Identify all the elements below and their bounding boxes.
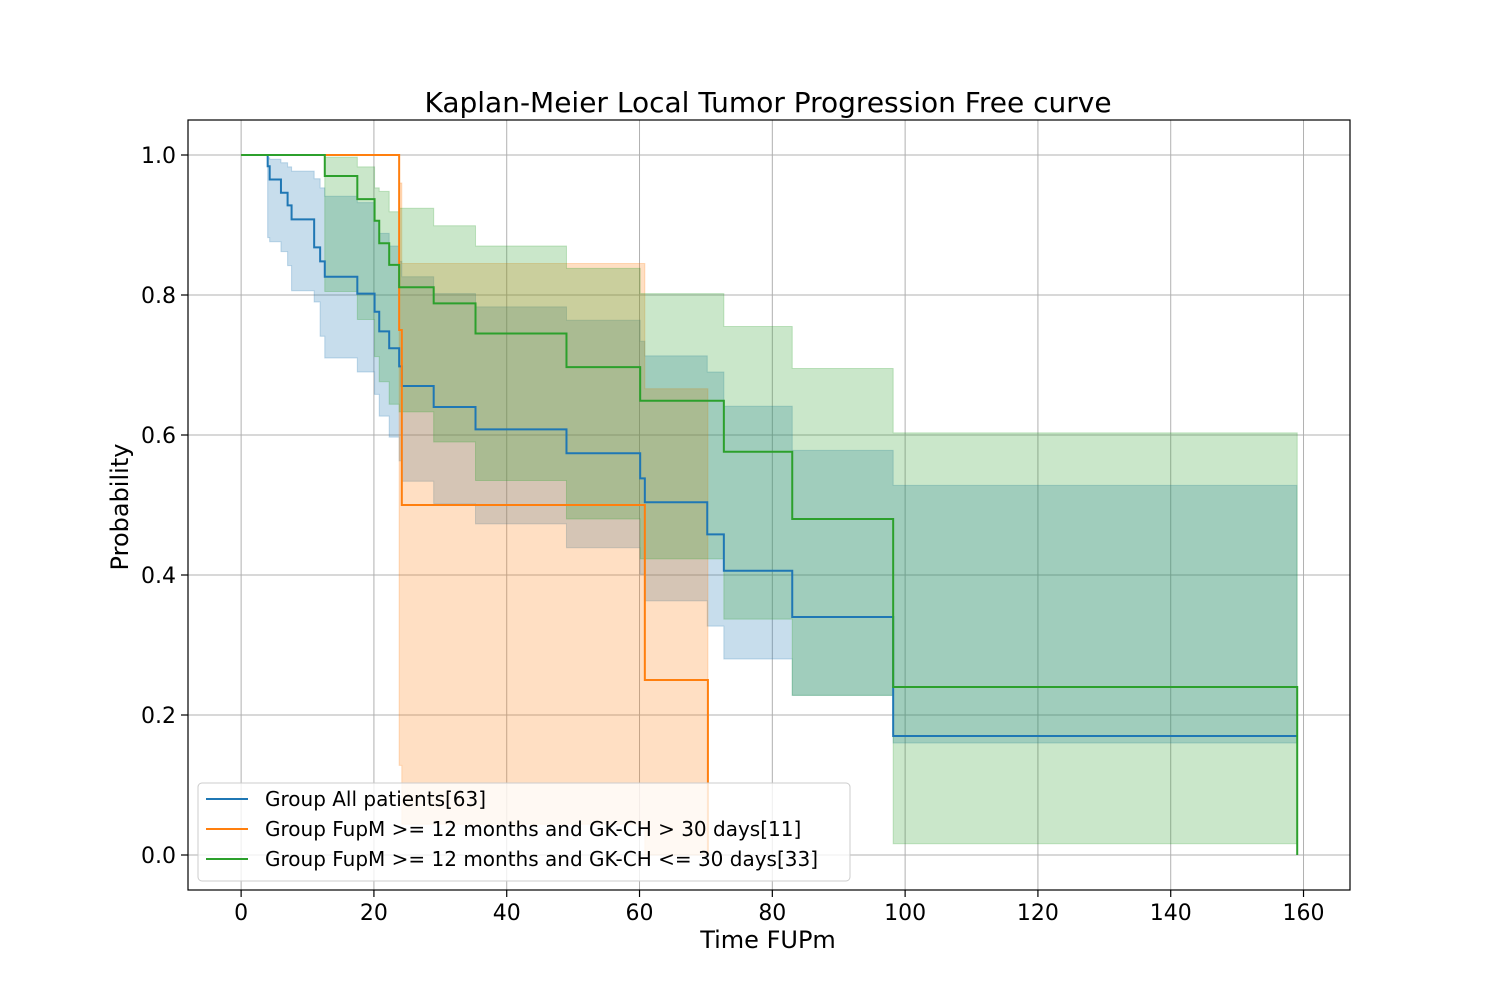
y-tick-label: 0.4 bbox=[141, 564, 176, 589]
ci-band-series-2 bbox=[241, 154, 1298, 855]
x-tick-label: 60 bbox=[626, 901, 654, 926]
survival-line-series-1 bbox=[241, 154, 709, 855]
x-tick-label: 140 bbox=[1150, 901, 1192, 926]
x-tick-label: 80 bbox=[758, 901, 786, 926]
y-tick-label: 0.6 bbox=[141, 424, 176, 449]
x-tick-label: 100 bbox=[884, 901, 926, 926]
x-axis-ticks: 0 20 40 60 80 100 120 140 160 bbox=[234, 890, 1325, 926]
y-tick-label: 0.2 bbox=[141, 704, 176, 729]
x-tick-label: 120 bbox=[1017, 901, 1059, 926]
x-axis-label: Time FUPm bbox=[699, 926, 836, 954]
y-axis-label: Probability bbox=[106, 444, 134, 571]
survival-lines bbox=[241, 154, 1299, 855]
x-tick-label: 160 bbox=[1283, 901, 1325, 926]
ci-band-series-0 bbox=[241, 154, 1298, 744]
survival-line-series-0 bbox=[241, 154, 1297, 737]
legend: Group All patients[63] Group FupM >= 12 m… bbox=[197, 782, 851, 882]
legend-box bbox=[197, 782, 851, 882]
plot-frame bbox=[187, 119, 1351, 891]
legend-label: Group All patients[63] bbox=[265, 787, 486, 811]
y-tick-label: 0.8 bbox=[141, 284, 176, 309]
y-axis-ticks: 0.0 0.2 0.4 0.6 0.8 1.0 bbox=[141, 144, 188, 869]
survival-line-series-2 bbox=[241, 154, 1299, 855]
legend-label: Group FupM >= 12 months and GK-CH > 30 d… bbox=[265, 817, 801, 841]
chart-title: Kaplan-Meier Local Tumor Progression Fre… bbox=[424, 86, 1111, 119]
y-tick-label: 0.0 bbox=[141, 844, 176, 869]
x-tick-label: 20 bbox=[360, 901, 388, 926]
x-tick-label: 0 bbox=[234, 901, 248, 926]
legend-label: Group FupM >= 12 months and GK-CH <= 30 … bbox=[265, 847, 818, 871]
y-tick-label: 1.0 bbox=[141, 144, 176, 169]
x-tick-label: 40 bbox=[493, 901, 521, 926]
